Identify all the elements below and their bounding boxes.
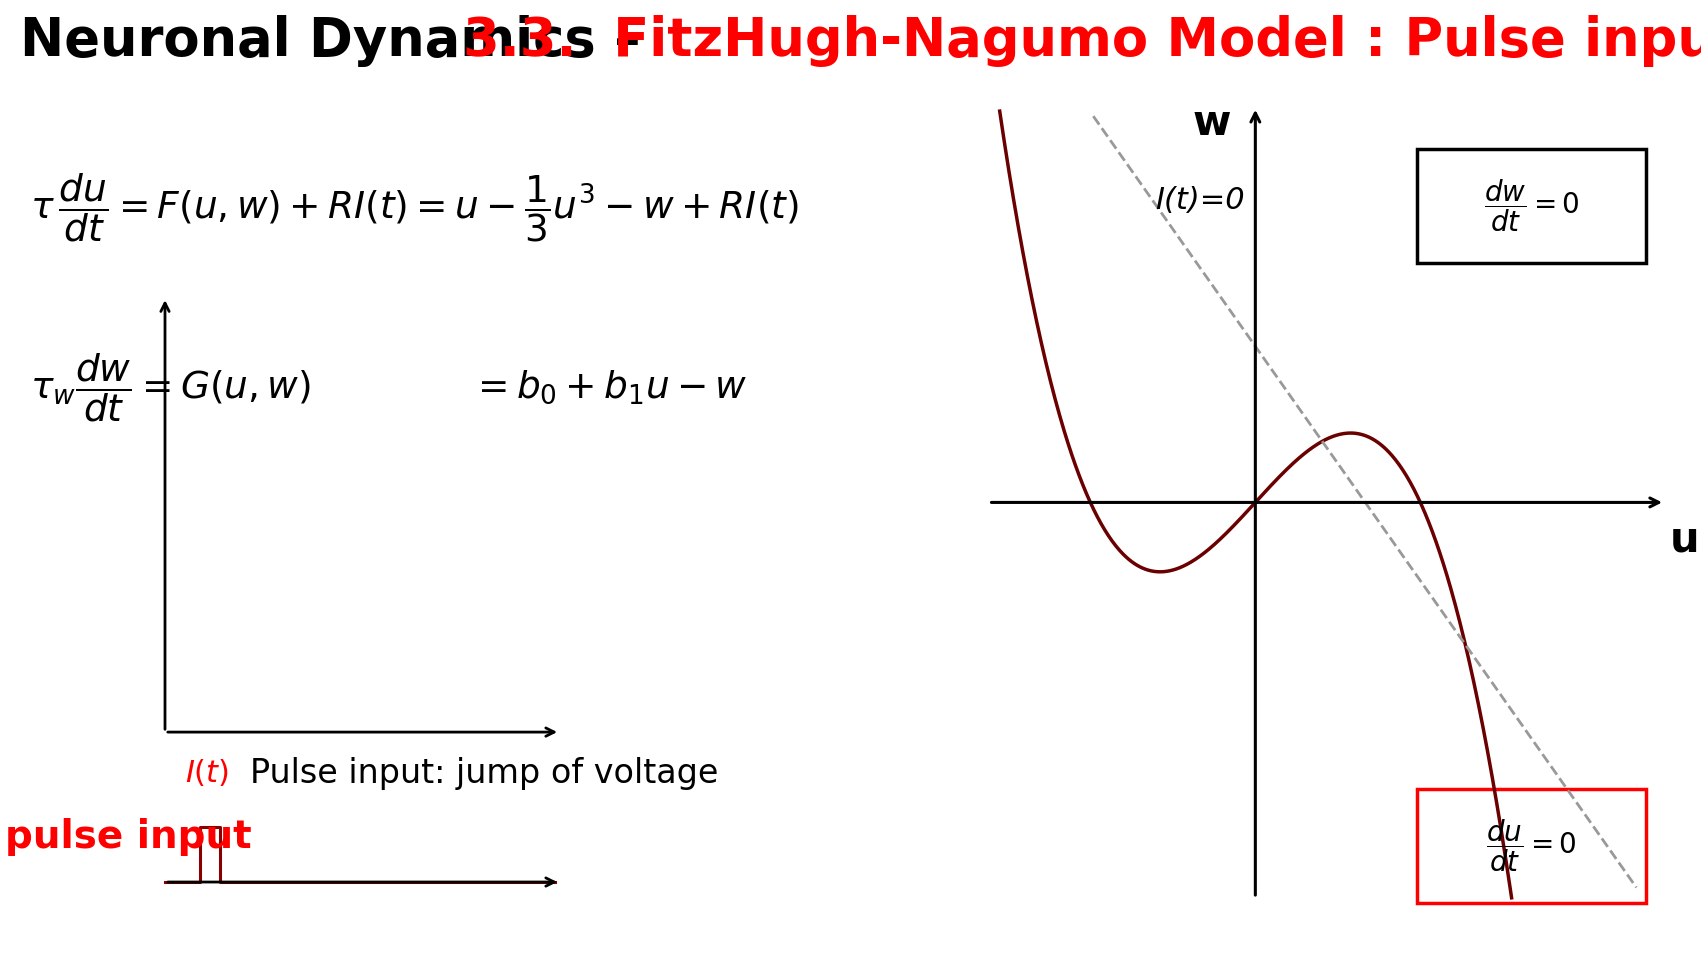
Text: u: u	[1670, 518, 1699, 560]
Text: Neuronal Dynamics –: Neuronal Dynamics –	[20, 14, 660, 67]
FancyBboxPatch shape	[1417, 148, 1647, 263]
Text: I(t)=0: I(t)=0	[1155, 186, 1245, 215]
Text: $\tau \,\dfrac{du}{dt} = F(u,w) + RI(t) = u - \dfrac{1}{3}u^3 - w + RI(t)$: $\tau \,\dfrac{du}{dt} = F(u,w) + RI(t) …	[31, 171, 799, 244]
Text: $\tau_w \dfrac{dw}{dt} = G(u,w)$: $\tau_w \dfrac{dw}{dt} = G(u,w)$	[31, 351, 311, 424]
FancyBboxPatch shape	[1417, 789, 1647, 903]
Text: $\dfrac{dw}{dt} = 0$: $\dfrac{dw}{dt} = 0$	[1483, 177, 1580, 234]
Text: 3.3.  FitzHugh-Nagumo Model : Pulse input: 3.3. FitzHugh-Nagumo Model : Pulse input	[463, 14, 1701, 67]
Text: Pulse input: jump of voltage: Pulse input: jump of voltage	[250, 757, 718, 790]
Text: pulse input: pulse input	[5, 818, 252, 857]
Text: $= b_0 + b_1 u - w$: $= b_0 + b_1 u - w$	[469, 368, 748, 406]
Text: $I(t)$: $I(t)$	[185, 757, 230, 788]
Text: w: w	[1192, 101, 1232, 144]
Text: $\dfrac{du}{dt} = 0$: $\dfrac{du}{dt} = 0$	[1487, 817, 1577, 874]
